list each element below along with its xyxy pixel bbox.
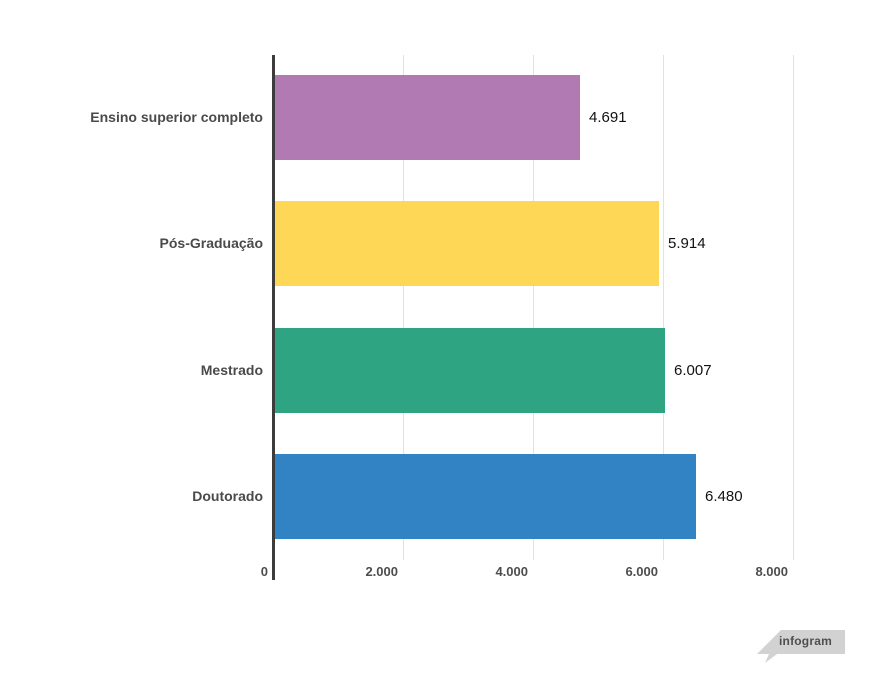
value-label: 6.007 xyxy=(674,361,712,379)
x-tick-label: 4.000 xyxy=(495,564,528,579)
value-label: 5.914 xyxy=(668,234,706,252)
bar-doutorado xyxy=(275,453,696,539)
x-tick-label: 8.000 xyxy=(755,564,788,579)
infogram-logo-text: infogram xyxy=(779,634,832,648)
infogram-logo[interactable]: infogram xyxy=(757,630,847,666)
x-tick-label: 6.000 xyxy=(625,564,658,579)
gridline-2.000 xyxy=(403,55,404,560)
category-label: Pós-Graduação xyxy=(159,234,263,251)
value-label: 4.691 xyxy=(589,108,627,126)
category-label: Doutorado xyxy=(192,487,263,504)
x-tick-label: 2.000 xyxy=(365,564,398,579)
category-label: Ensino superior completo xyxy=(90,108,263,125)
category-label: Mestrado xyxy=(200,361,263,378)
gridline-8.000 xyxy=(793,55,794,560)
bar-ensino-superior-completo xyxy=(275,74,580,160)
x-tick-label: 0 xyxy=(260,564,268,579)
gridline-6.000 xyxy=(663,55,664,560)
gridline-4.000 xyxy=(533,55,534,560)
bar-p-s-gradua-o xyxy=(275,200,659,286)
infogram-bubble-icon xyxy=(757,630,845,663)
value-label: 6.480 xyxy=(705,487,743,505)
y-axis-line xyxy=(272,55,275,580)
bar-mestrado xyxy=(275,327,665,413)
